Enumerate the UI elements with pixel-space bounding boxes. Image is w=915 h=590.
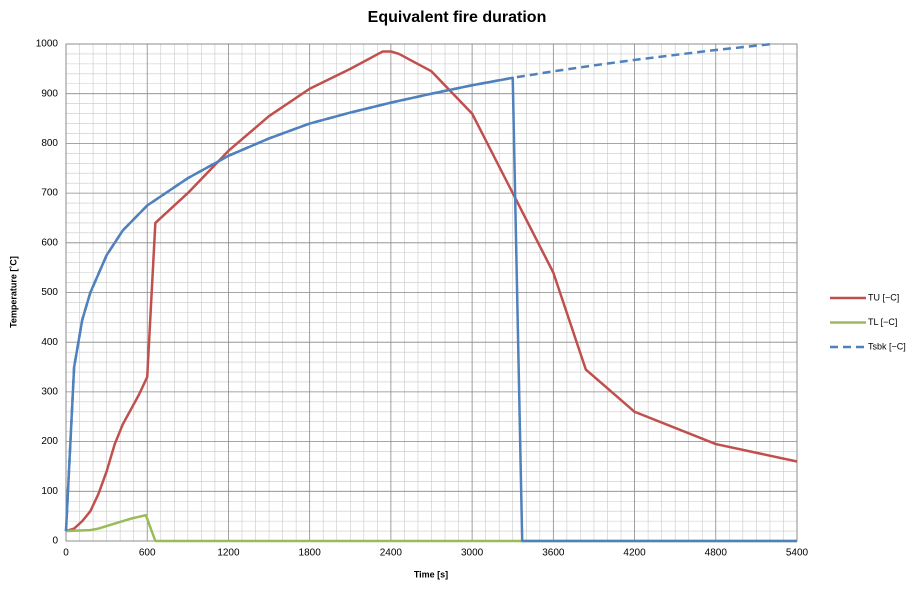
y-axis-title: Temperature [˚C] [8, 256, 18, 328]
series-line [65, 513, 797, 543]
x-tick-label: 3600 [542, 548, 565, 559]
y-tick-label: 0 [52, 536, 58, 547]
x-tick-label: 3000 [461, 548, 484, 559]
y-tick-label: 800 [41, 138, 58, 149]
y-tick-label: 300 [41, 387, 58, 398]
x-tick-label: 600 [139, 548, 156, 559]
x-tick-label: 5400 [786, 548, 809, 559]
y-tick-label: 700 [41, 188, 58, 199]
y-tick-label: 400 [41, 337, 58, 348]
x-axis-title: Time [s] [414, 569, 448, 579]
x-tick-label: 2400 [380, 548, 403, 559]
legend-label: Tsbk [−C] [868, 341, 906, 351]
x-tick-label: 4800 [705, 548, 728, 559]
x-tick-label: 4200 [623, 548, 646, 559]
series-line [64, 76, 797, 543]
legend-label: TU [−C] [868, 292, 899, 302]
series-line [65, 50, 798, 533]
x-tick-label: 1800 [299, 548, 322, 559]
y-tick-label: 1000 [36, 39, 59, 50]
y-tick-label: 600 [41, 237, 58, 248]
x-tick-label: 0 [63, 548, 69, 559]
legend-label: TL [−C] [868, 317, 897, 327]
y-tick-label: 500 [41, 287, 58, 298]
chart-title: Equivalent fire duration [368, 9, 547, 26]
y-tick-label: 100 [41, 486, 58, 497]
x-tick-label: 1200 [217, 548, 240, 559]
y-tick-label: 200 [41, 436, 58, 447]
y-tick-label: 900 [41, 88, 58, 99]
